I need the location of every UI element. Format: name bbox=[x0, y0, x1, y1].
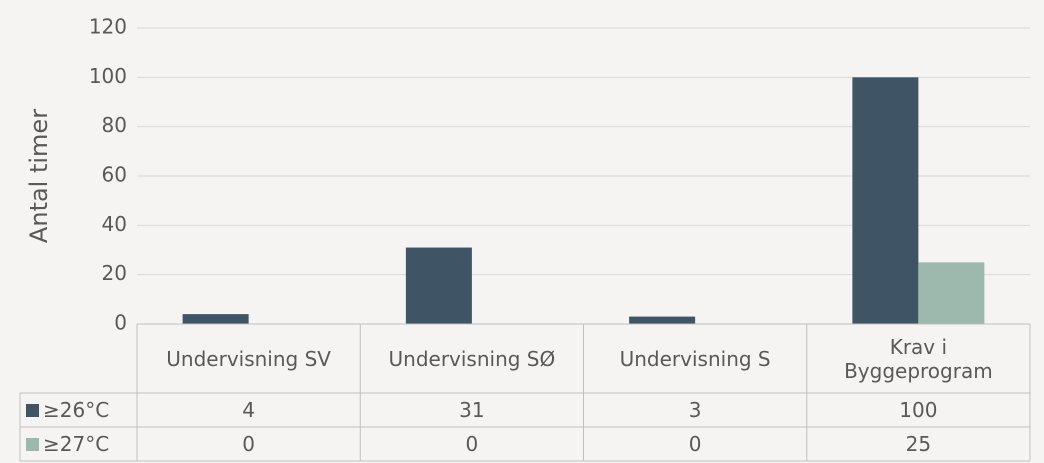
y-axis-label: Antal timer bbox=[25, 109, 53, 243]
table-value: 4 bbox=[242, 398, 255, 422]
table-value: 100 bbox=[899, 398, 938, 422]
legend-swatch bbox=[26, 437, 39, 451]
legend-swatch bbox=[26, 403, 39, 417]
table-value: 31 bbox=[459, 398, 485, 422]
category-text: Krav i Byggeprogram bbox=[844, 334, 993, 383]
y-tick-label: 0 bbox=[114, 311, 127, 335]
legend-cell: ≥27°C bbox=[20, 427, 137, 461]
category-label: Undervisning S bbox=[584, 324, 807, 393]
y-tick-label: 100 bbox=[89, 64, 127, 88]
y-tick-label: 20 bbox=[102, 261, 127, 285]
legend-label: ≥26°C bbox=[43, 398, 110, 422]
table-value: 25 bbox=[905, 432, 932, 456]
legend-cell: ≥26°C bbox=[20, 393, 137, 427]
bar bbox=[182, 314, 249, 324]
y-tick-label: 80 bbox=[102, 113, 127, 137]
legend-label: ≥27°C bbox=[43, 432, 110, 456]
y-tick-label: 60 bbox=[102, 163, 127, 187]
bar bbox=[629, 316, 696, 324]
y-tick-label: 40 bbox=[102, 212, 127, 236]
table-value: 0 bbox=[242, 432, 255, 456]
table-value: 3 bbox=[688, 398, 702, 422]
bar bbox=[405, 247, 472, 324]
category-label: Undervisning SØ bbox=[360, 324, 583, 393]
category-text: Undervisning S bbox=[619, 346, 771, 371]
bar bbox=[852, 77, 919, 324]
bar bbox=[918, 262, 985, 324]
category-text: Undervisning SØ bbox=[388, 346, 556, 371]
table-value: 0 bbox=[688, 432, 702, 456]
category-text: Undervisning SV bbox=[166, 346, 331, 371]
category-label: Krav i Byggeprogram bbox=[807, 324, 1030, 393]
y-tick-label: 120 bbox=[89, 15, 127, 39]
table-value: 0 bbox=[465, 432, 479, 456]
category-label: Undervisning SV bbox=[137, 324, 360, 393]
